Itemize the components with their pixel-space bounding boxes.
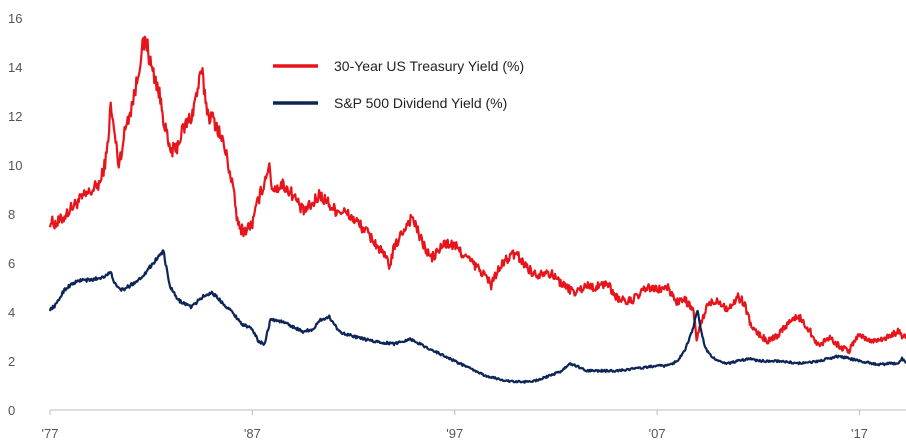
legend: 30-Year US Treasury Yield (%) S&P 500 Di… — [273, 58, 524, 111]
y-axis-tick-labels: 0 2 4 6 8 10 12 14 16 — [8, 11, 22, 418]
x-axis-tick-labels: '77 '87 '97 '07 '17 — [42, 410, 868, 441]
y-tick-label-6: 6 — [8, 256, 15, 271]
x-tick-label-1977: '77 — [42, 426, 59, 441]
x-tick-label-1987: '87 — [244, 426, 261, 441]
x-tick-label-1997: '97 — [446, 426, 463, 441]
y-tick-label-14: 14 — [8, 60, 22, 75]
legend-label-treasury: 30-Year US Treasury Yield (%) — [334, 58, 524, 74]
series-line-dividend-yield — [48, 249, 906, 384]
legend-item-dividend: S&P 500 Dividend Yield (%) — [273, 95, 507, 111]
series-line-treasury-yield — [48, 35, 906, 355]
legend-label-dividend: S&P 500 Dividend Yield (%) — [334, 95, 507, 111]
x-tick-label-2017: '17 — [851, 426, 868, 441]
y-tick-label-12: 12 — [8, 109, 22, 124]
y-tick-label-16: 16 — [8, 11, 22, 26]
x-tick-label-2007: '07 — [649, 426, 666, 441]
y-tick-label-10: 10 — [8, 158, 22, 173]
legend-item-treasury: 30-Year US Treasury Yield (%) — [273, 58, 524, 74]
y-tick-label-4: 4 — [8, 305, 15, 320]
y-tick-label-2: 2 — [8, 354, 15, 369]
y-tick-label-0: 0 — [8, 403, 15, 418]
series-lines — [48, 35, 906, 384]
y-tick-label-8: 8 — [8, 207, 15, 222]
